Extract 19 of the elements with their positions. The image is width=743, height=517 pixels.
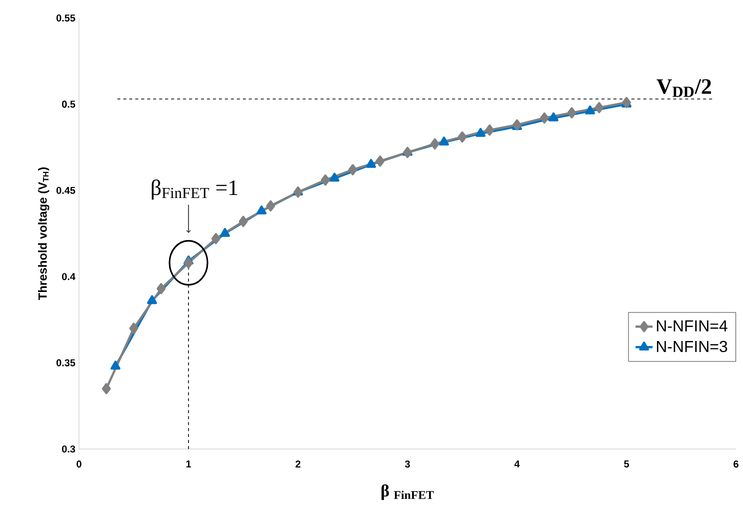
y-tick-label: 0.35	[56, 359, 76, 366]
x-tick-label: 4	[514, 460, 520, 468]
annotation: β$_{FinFET}$ =1	[152, 180, 238, 200]
x-tick-label: 3	[404, 460, 410, 468]
y-tick-label: 0.4	[62, 273, 76, 280]
y-axis-title: Threshold voltage (V$_{TH}$)	[38, 167, 50, 300]
legend-label: N-NFIN=4	[656, 320, 728, 332]
legend-label: N-NFIN=3	[656, 340, 728, 352]
y-tick-label: 0.5	[62, 100, 76, 108]
ref-line-label: V$_{DD}$/2	[656, 79, 711, 97]
y-tick-label: 0.3	[62, 445, 76, 453]
x-tick-label: 2	[296, 460, 300, 468]
y-tick-label: 0.45	[56, 186, 76, 194]
x-tick-label: 5	[624, 460, 629, 468]
x-tick-label: 1	[186, 460, 191, 468]
x-axis-title: β $_{FinFET}$	[382, 484, 434, 500]
y-tick-label: 0.55	[56, 14, 76, 22]
x-tick-label: 6	[734, 460, 738, 468]
x-tick-label: 0	[76, 460, 82, 468]
